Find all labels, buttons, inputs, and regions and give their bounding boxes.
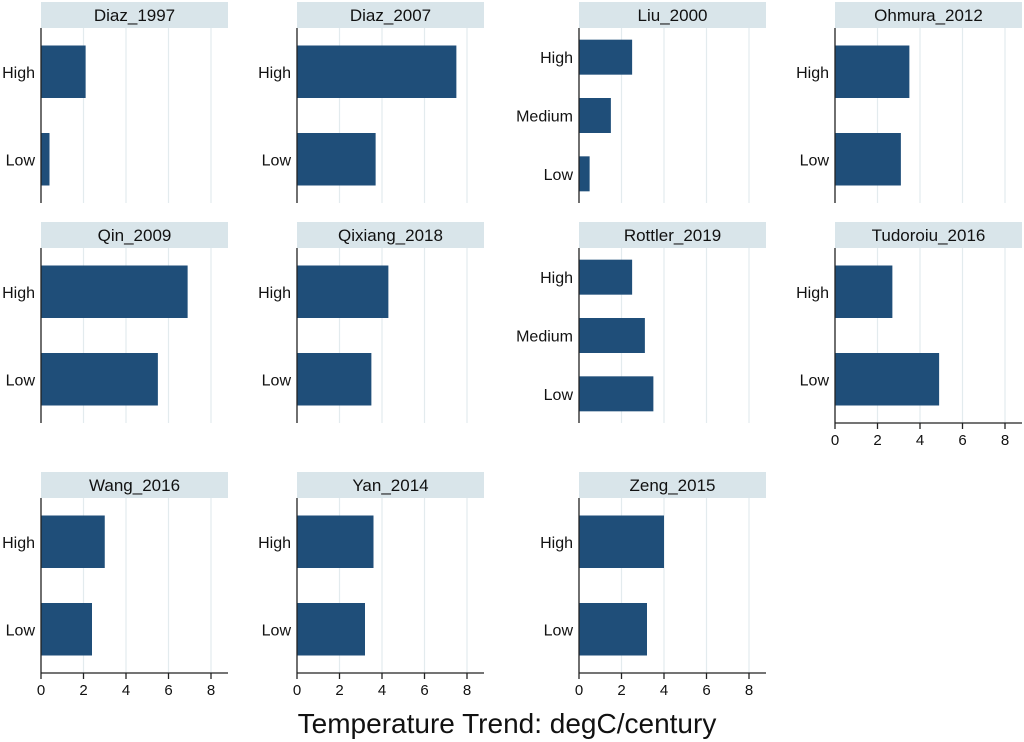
bar-liu-2000-high [579,39,633,75]
x-tick-label-yan-2014-6: 6 [420,682,428,699]
category-label-yan-2014-high: High [258,535,291,552]
bar-yan-2014-high [297,515,374,568]
bar-liu-2000-medium [579,98,611,133]
panel-strip-qin-2009 [41,222,228,248]
panel-strip-liu-2000 [579,2,766,28]
category-label-rottler-2019-high: High [540,270,573,287]
category-label-diaz-1997-low: Low [6,152,36,169]
x-tick-label-zeng-2015-6: 6 [702,682,710,699]
category-label-diaz-2007-low: Low [262,152,292,169]
category-label-tudoroiu-2016-low: Low [800,372,830,389]
category-label-qin-2009-low: Low [6,372,36,389]
x-tick-label-wang-2016-2: 2 [79,682,87,699]
bar-diaz-2007-high [297,45,457,98]
panel-strip-wang-2016 [41,472,228,498]
x-tick-label-zeng-2015-4: 4 [660,682,668,699]
x-tick-label-yan-2014-2: 2 [335,682,343,699]
panel-strip-zeng-2015 [579,472,766,498]
category-label-rottler-2019-low: Low [544,387,574,404]
x-tick-label-yan-2014-0: 0 [293,682,301,699]
panel-title-ohmura-2012: Ohmura_2012 [874,6,983,25]
bar-wang-2016-low [41,603,92,656]
bar-diaz-1997-low [41,133,50,186]
bar-liu-2000-low [579,156,590,192]
bar-qixiang-2018-low [297,353,372,406]
category-label-liu-2000-low: Low [544,167,574,184]
bar-qixiang-2018-high [297,265,389,318]
bar-qin-2009-high [41,265,188,318]
category-label-qin-2009-high: High [2,285,35,302]
category-label-qixiang-2018-low: Low [262,372,292,389]
category-label-qixiang-2018-high: High [258,285,291,302]
panel-strip-diaz-2007 [297,2,484,28]
category-label-tudoroiu-2016-high: High [796,285,829,302]
x-tick-label-tudoroiu-2016-4: 4 [916,432,924,449]
panel-title-liu-2000: Liu_2000 [638,6,708,25]
category-label-ohmura-2012-high: High [796,65,829,82]
category-label-liu-2000-medium: Medium [516,109,573,126]
x-tick-label-yan-2014-8: 8 [463,682,471,699]
category-label-liu-2000-high: High [540,50,573,67]
category-label-zeng-2015-low: Low [544,622,574,639]
panel-title-zeng-2015: Zeng_2015 [629,476,715,495]
panel-title-qin-2009: Qin_2009 [98,226,172,245]
x-tick-label-wang-2016-6: 6 [164,682,172,699]
x-tick-label-wang-2016-0: 0 [37,682,45,699]
x-tick-label-tudoroiu-2016-2: 2 [873,432,881,449]
panel-strip-rottler-2019 [579,222,766,248]
bar-wang-2016-high [41,515,105,568]
bar-qin-2009-low [41,353,158,406]
x-tick-label-wang-2016-4: 4 [122,682,130,699]
panel-strip-yan-2014 [297,472,484,498]
panel-strip-tudoroiu-2016 [835,222,1022,248]
bar-tudoroiu-2016-high [835,265,893,318]
category-label-ohmura-2012-low: Low [800,152,830,169]
bar-diaz-1997-high [41,45,86,98]
category-label-diaz-1997-high: High [2,65,35,82]
bar-rottler-2019-medium [579,318,645,353]
panel-strip-qixiang-2018 [297,222,484,248]
bar-tudoroiu-2016-low [835,353,940,406]
panel-strip-ohmura-2012 [835,2,1022,28]
x-tick-label-tudoroiu-2016-8: 8 [1001,432,1009,449]
bar-zeng-2015-low [579,603,647,656]
category-label-yan-2014-low: Low [262,622,292,639]
bar-zeng-2015-high [579,515,664,568]
category-label-zeng-2015-high: High [540,535,573,552]
x-tick-label-zeng-2015-2: 2 [617,682,625,699]
panel-title-yan-2014: Yan_2014 [352,476,428,495]
bar-ohmura-2012-low [835,133,901,186]
panel-title-diaz-1997: Diaz_1997 [94,6,175,25]
panel-title-qixiang-2018: Qixiang_2018 [338,226,443,245]
x-axis-title: Temperature Trend: degC/century [298,708,717,739]
panel-title-rottler-2019: Rottler_2019 [624,226,721,245]
category-label-wang-2016-high: High [2,535,35,552]
bar-ohmura-2012-high [835,45,910,98]
x-tick-label-yan-2014-4: 4 [378,682,386,699]
bar-rottler-2019-low [579,376,654,412]
bar-diaz-2007-low [297,133,376,186]
category-label-diaz-2007-high: High [258,65,291,82]
bar-yan-2014-low [297,603,365,656]
panel-title-wang-2016: Wang_2016 [89,476,180,495]
panel-title-tudoroiu-2016: Tudoroiu_2016 [872,226,986,245]
x-tick-label-zeng-2015-8: 8 [745,682,753,699]
x-tick-label-wang-2016-8: 8 [207,682,215,699]
x-tick-label-tudoroiu-2016-0: 0 [831,432,839,449]
category-label-rottler-2019-medium: Medium [516,329,573,346]
bar-rottler-2019-high [579,259,633,295]
category-label-wang-2016-low: Low [6,622,36,639]
panel-strip-diaz-1997 [41,2,228,28]
x-tick-label-zeng-2015-0: 0 [575,682,583,699]
panel-title-diaz-2007: Diaz_2007 [350,6,431,25]
x-tick-label-tudoroiu-2016-6: 6 [958,432,966,449]
